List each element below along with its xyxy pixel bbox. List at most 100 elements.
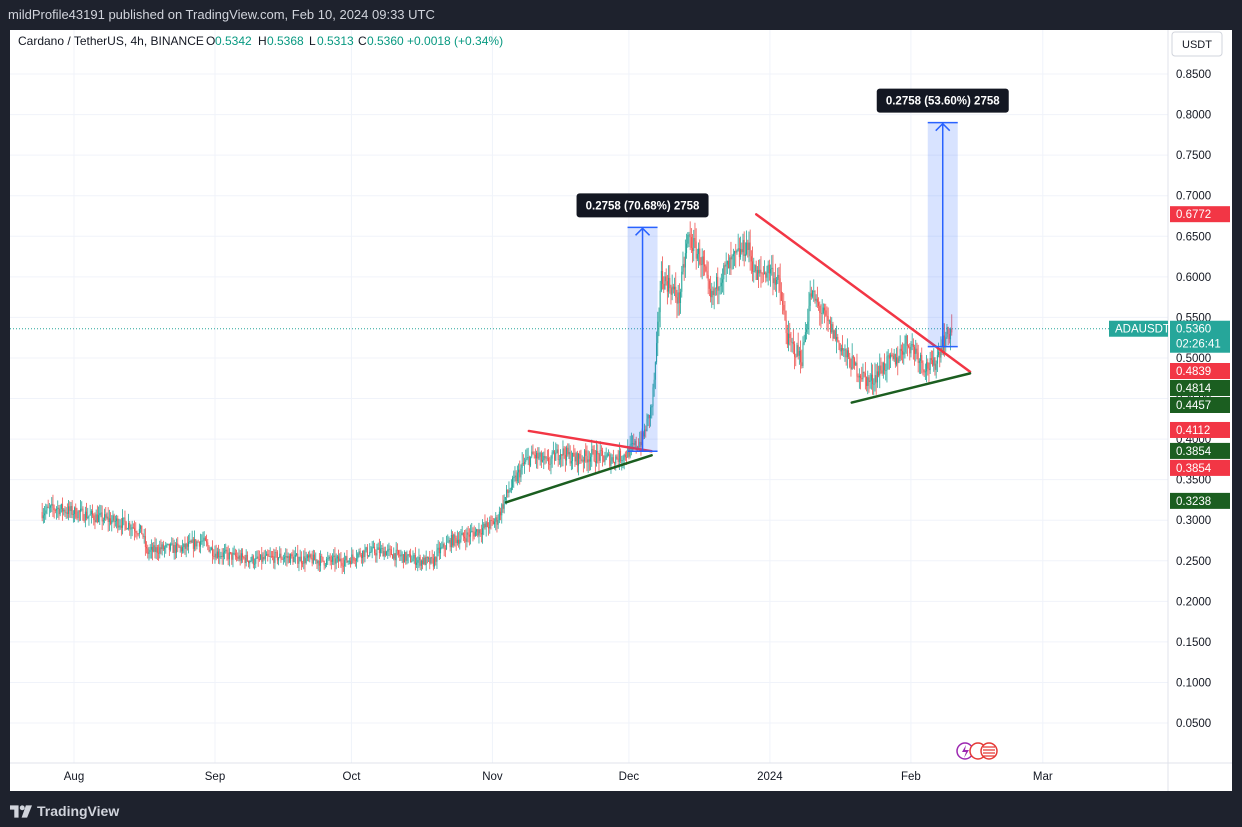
candle-body (822, 307, 824, 314)
candle-body (324, 564, 326, 566)
currency-button[interactable]: USDT (1171, 31, 1223, 57)
candle-body (698, 248, 700, 254)
candle-body (836, 336, 838, 340)
candle-body (389, 548, 391, 550)
candle-body (154, 545, 156, 552)
candle-body (951, 328, 953, 333)
candle-body (912, 344, 914, 347)
support-trendline[interactable] (504, 454, 653, 504)
candle-body (784, 310, 786, 321)
price-axis-badge: 0.6772 (1170, 206, 1230, 223)
candle-body (54, 510, 56, 511)
candle-body (594, 461, 596, 463)
y-tick-label: 0.2000 (1176, 596, 1211, 608)
candle-body (239, 555, 241, 561)
candle-body (906, 335, 908, 346)
candle-body (826, 315, 828, 317)
candle-body (68, 506, 70, 514)
candle-body (479, 529, 481, 534)
candle-body (178, 545, 180, 548)
candle-body (887, 355, 889, 357)
candle-body (148, 552, 150, 555)
candle-body (574, 456, 576, 462)
candle-body (624, 454, 626, 458)
candle-body (244, 557, 246, 563)
candle-body (905, 335, 907, 344)
support-trendline[interactable] (850, 372, 972, 404)
candle-body (96, 514, 98, 523)
candle-body (76, 517, 78, 519)
candle-body (935, 363, 937, 370)
price-axis-badge: 0.4839 (1170, 362, 1230, 379)
candle-body (554, 451, 556, 461)
candle-body (93, 515, 95, 520)
candle-body (620, 450, 622, 462)
candle-body (885, 370, 887, 372)
candle-body (929, 358, 931, 371)
candle-body (144, 536, 146, 548)
candle-body (702, 256, 704, 265)
candle-body (780, 291, 782, 301)
candle-body (593, 449, 595, 462)
candle-body (870, 374, 872, 381)
candle-body (462, 532, 464, 537)
candle-body (723, 265, 725, 280)
resistance-trendline[interactable] (527, 429, 653, 453)
candle-body (916, 348, 918, 353)
price-badge-value: 0.4112 (1176, 425, 1210, 437)
candle-body (677, 292, 679, 304)
x-tick-label: Sep (205, 771, 225, 783)
candle-body (858, 375, 860, 378)
candle-body (492, 521, 494, 525)
footer: TradingView (0, 795, 1242, 827)
price-range-measure[interactable]: 0.2758 (70.68%) 2758 (576, 193, 709, 452)
candle-body (200, 541, 202, 547)
candle-body (807, 321, 809, 330)
candle-body (914, 346, 916, 354)
candle-body (880, 365, 882, 371)
candle-body (512, 477, 514, 488)
candle-body (237, 556, 239, 559)
candle-body (44, 513, 46, 516)
candle-body (567, 447, 569, 455)
candle-body (48, 507, 50, 509)
price-range-measure[interactable]: 0.2758 (53.60%) 2758 (876, 88, 1009, 348)
candle-body (738, 248, 740, 258)
candle-body (456, 539, 458, 544)
candle-body (767, 264, 769, 274)
candle-body (453, 534, 455, 546)
resistance-trendline[interactable] (755, 213, 972, 373)
candle-body (927, 362, 929, 369)
candle-body (648, 414, 650, 419)
candle-body (170, 544, 172, 550)
candle-body (437, 547, 439, 550)
candle-body (218, 551, 220, 558)
candle-body (399, 554, 401, 557)
price-chart[interactable]: 0.0500 0.1000 0.1500 0.2000 0.2500 0.3000 0.35… (10, 30, 1232, 791)
candle-body (714, 288, 716, 290)
candle-body (591, 449, 593, 457)
chart-frame[interactable]: 0.0500 0.1000 0.1500 0.2000 0.2500 0.3000 0.35… (10, 30, 1232, 791)
tradingview-logo[interactable]: TradingView (10, 801, 119, 821)
candle-body (269, 555, 271, 557)
candle-body (790, 337, 792, 343)
candle-body (789, 333, 791, 338)
candle-body (596, 450, 598, 463)
x-tick-label: Nov (482, 771, 503, 783)
candle-body (98, 515, 100, 523)
candle-body (141, 525, 143, 535)
candle-body (65, 512, 67, 514)
candle-body (528, 457, 530, 466)
candle-body (400, 555, 402, 557)
candle-body (387, 549, 389, 552)
event-icons[interactable] (956, 742, 998, 760)
candle-body (741, 249, 743, 253)
candle-body (140, 525, 142, 529)
candle-body (600, 450, 602, 451)
candle-body (546, 457, 548, 459)
candle-body (461, 532, 463, 536)
candle-body (866, 376, 868, 386)
candle-body (819, 305, 821, 313)
candle-body (940, 347, 942, 358)
candle-body (188, 542, 190, 547)
